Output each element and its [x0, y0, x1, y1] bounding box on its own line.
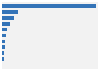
Bar	[2, 57, 4, 61]
Bar	[2, 28, 7, 31]
Bar	[2, 22, 10, 26]
Bar	[2, 10, 18, 14]
Bar	[2, 4, 96, 8]
Bar	[2, 16, 14, 20]
Bar	[2, 51, 4, 55]
Bar	[2, 34, 6, 37]
Bar	[2, 45, 5, 49]
Bar	[2, 40, 5, 43]
